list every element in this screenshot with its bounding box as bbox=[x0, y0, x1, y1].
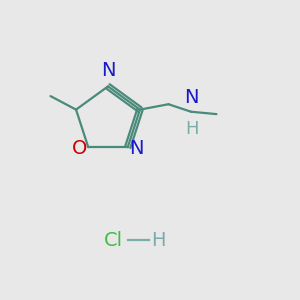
Text: Cl: Cl bbox=[104, 230, 123, 250]
Text: N: N bbox=[129, 139, 144, 158]
Text: H: H bbox=[152, 230, 166, 250]
Text: N: N bbox=[101, 61, 115, 80]
Text: H: H bbox=[185, 120, 199, 138]
Text: N: N bbox=[184, 88, 198, 107]
Text: O: O bbox=[71, 139, 87, 158]
